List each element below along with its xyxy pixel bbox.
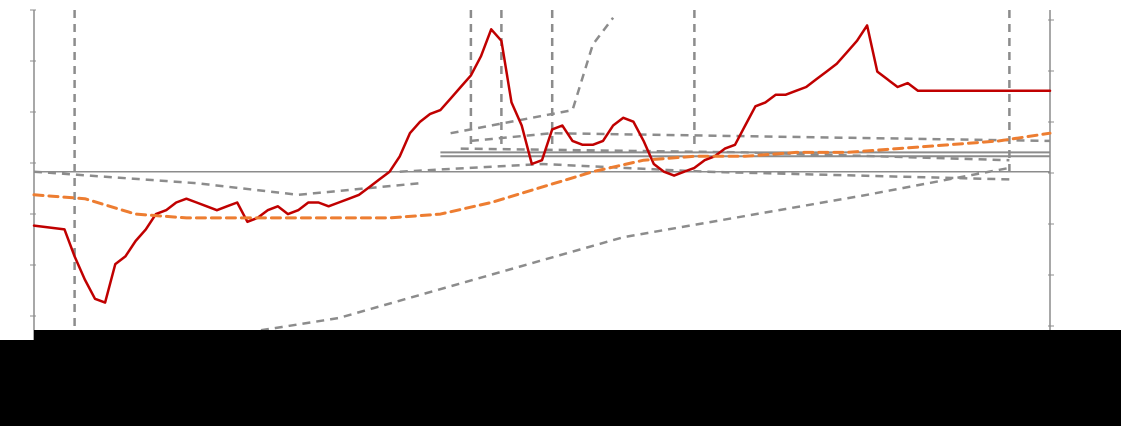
dashed-guide-line (470, 131, 1051, 143)
redaction-left-block (0, 340, 34, 426)
dashed-guide-line (33, 170, 421, 197)
dashed-guide-line (399, 162, 1010, 181)
moving-average-series-line (32, 131, 1052, 220)
redaction-scribble (34, 330, 220, 426)
price-series-line (32, 24, 1052, 304)
redaction-overlay (0, 330, 1121, 426)
dashed-guide-line (94, 166, 1010, 358)
series-lines (32, 24, 1052, 304)
dashed-guide-line (450, 16, 615, 135)
